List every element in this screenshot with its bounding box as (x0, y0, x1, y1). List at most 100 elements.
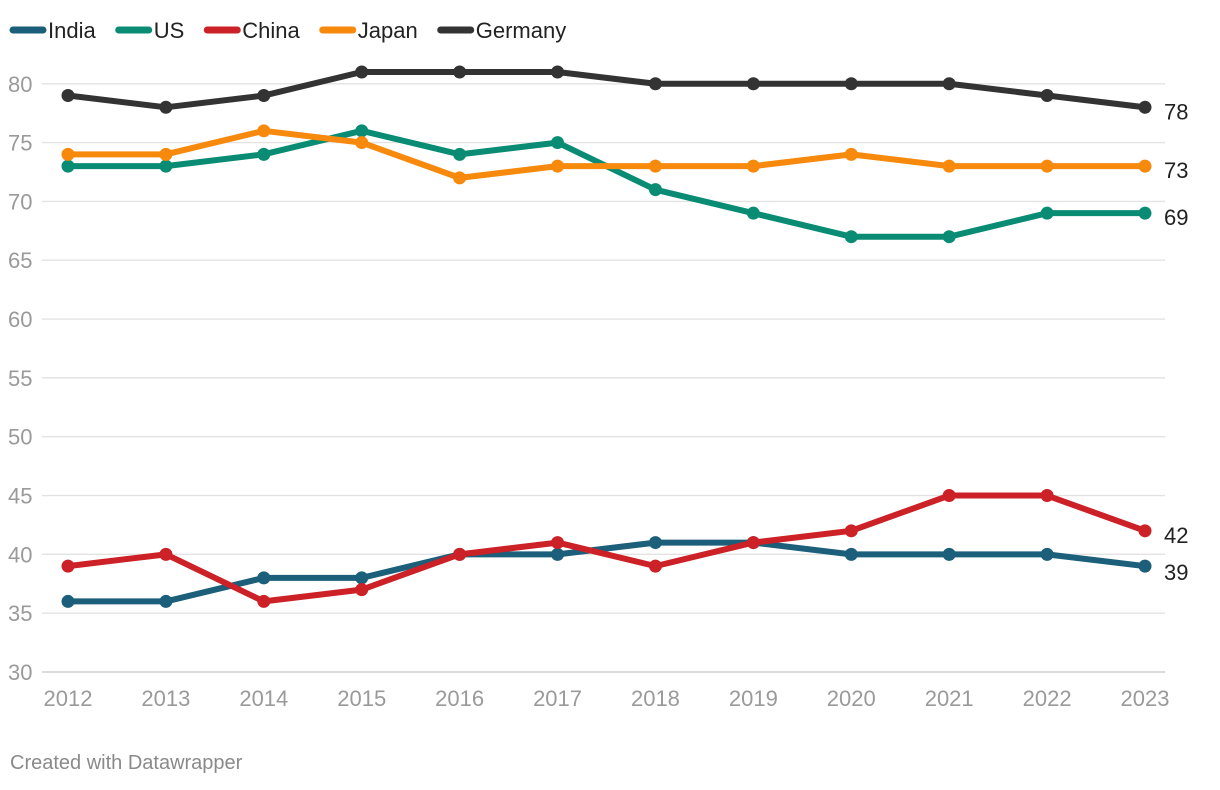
legend-label: China (242, 18, 300, 43)
x-tick-label: 2012 (44, 686, 93, 711)
x-tick-label: 2018 (631, 686, 680, 711)
data-point-japan-2016[interactable] (453, 171, 467, 185)
data-point-us-2022[interactable] (1040, 206, 1054, 220)
data-point-india-2023[interactable] (1138, 559, 1152, 573)
data-point-china-2012[interactable] (61, 559, 75, 573)
data-point-china-2023[interactable] (1138, 524, 1152, 538)
series-lines (61, 65, 1152, 608)
x-tick-label: 2017 (533, 686, 582, 711)
legend-item-us[interactable]: US (115, 18, 185, 43)
data-point-japan-2018[interactable] (648, 159, 662, 173)
series-germany[interactable] (61, 65, 1152, 114)
end-value-labels: 39 69 42 73 78 (1164, 99, 1188, 585)
x-tick-label: 2019 (729, 686, 778, 711)
data-point-china-2013[interactable] (159, 547, 173, 561)
data-point-japan-2012[interactable] (61, 147, 75, 161)
x-tick-label: 2016 (435, 686, 484, 711)
x-tick-label: 2015 (337, 686, 386, 711)
data-point-us-2018[interactable] (648, 183, 662, 197)
y-tick-label: 80 (8, 72, 32, 97)
data-point-germany-2013[interactable] (159, 100, 173, 114)
data-point-japan-2021[interactable] (942, 159, 956, 173)
data-point-india-2018[interactable] (648, 536, 662, 550)
x-tick-label: 2023 (1121, 686, 1170, 711)
y-tick-label: 30 (8, 660, 32, 685)
x-tick-label: 2014 (239, 686, 288, 711)
data-point-india-2022[interactable] (1040, 547, 1054, 561)
legend-label: Japan (358, 18, 418, 43)
legend-label: India (48, 18, 96, 43)
data-point-india-2021[interactable] (942, 547, 956, 561)
data-point-germany-2014[interactable] (257, 89, 271, 103)
legend-item-india[interactable]: India (9, 18, 96, 43)
end-label-japan: 73 (1164, 158, 1188, 183)
data-point-china-2022[interactable] (1040, 489, 1054, 503)
data-point-germany-2016[interactable] (453, 65, 467, 79)
data-point-germany-2023[interactable] (1138, 100, 1152, 114)
data-point-germany-2017[interactable] (551, 65, 565, 79)
data-point-us-2021[interactable] (942, 230, 956, 244)
series-line-india (65, 539, 1148, 605)
data-point-us-2013[interactable] (159, 159, 173, 173)
data-point-china-2020[interactable] (844, 524, 858, 538)
data-point-us-2014[interactable] (257, 147, 271, 161)
series-line-japan (65, 127, 1148, 181)
legend-item-japan[interactable]: Japan (319, 18, 418, 43)
data-point-us-2015[interactable] (355, 124, 369, 138)
y-tick-label: 45 (8, 484, 32, 509)
y-tick-label: 35 (8, 601, 32, 626)
data-point-japan-2015[interactable] (355, 136, 369, 150)
series-line-us (65, 127, 1148, 240)
data-point-germany-2012[interactable] (61, 89, 75, 103)
data-point-china-2015[interactable] (355, 583, 369, 597)
y-tick-label: 40 (8, 542, 32, 567)
data-point-germany-2021[interactable] (942, 77, 956, 91)
y-tick-label: 50 (8, 425, 32, 450)
data-point-japan-2014[interactable] (257, 124, 271, 138)
data-point-china-2017[interactable] (551, 536, 565, 550)
data-point-japan-2023[interactable] (1138, 159, 1152, 173)
data-point-germany-2020[interactable] (844, 77, 858, 91)
datawrapper-credit[interactable]: Created with Datawrapper (10, 752, 243, 774)
data-point-china-2019[interactable] (746, 536, 760, 550)
data-point-germany-2015[interactable] (355, 65, 369, 79)
data-point-japan-2020[interactable] (844, 147, 858, 161)
y-tick-label: 60 (8, 307, 32, 332)
y-tick-label: 55 (8, 366, 32, 391)
data-point-germany-2018[interactable] (648, 77, 662, 91)
x-tick-label: 2021 (925, 686, 974, 711)
data-point-india-2020[interactable] (844, 547, 858, 561)
series-japan[interactable] (61, 124, 1152, 185)
series-china[interactable] (61, 489, 1152, 608)
series-india[interactable] (61, 536, 1152, 608)
y-axis-tick-labels: 30 35 40 45 50 55 60 65 70 75 80 (8, 72, 32, 685)
legend-item-china[interactable]: China (203, 18, 301, 43)
data-point-us-2023[interactable] (1138, 206, 1152, 220)
end-label-us: 69 (1164, 205, 1188, 230)
end-label-germany: 78 (1164, 99, 1188, 124)
legend-item-germany[interactable]: Germany (437, 18, 566, 43)
y-tick-label: 75 (8, 131, 32, 156)
data-point-japan-2013[interactable] (159, 147, 173, 161)
data-point-us-2016[interactable] (453, 147, 467, 161)
data-point-us-2017[interactable] (551, 136, 565, 150)
data-point-india-2015[interactable] (355, 571, 369, 585)
data-point-china-2018[interactable] (648, 559, 662, 573)
data-point-japan-2019[interactable] (746, 159, 760, 173)
data-point-us-2019[interactable] (746, 206, 760, 220)
data-point-china-2021[interactable] (942, 489, 956, 503)
data-point-us-2012[interactable] (61, 159, 75, 173)
data-point-us-2020[interactable] (844, 230, 858, 244)
data-point-india-2013[interactable] (159, 594, 173, 608)
end-label-china: 42 (1164, 523, 1188, 548)
data-point-japan-2017[interactable] (551, 159, 565, 173)
data-point-china-2014[interactable] (257, 594, 271, 608)
data-point-japan-2022[interactable] (1040, 159, 1054, 173)
data-point-germany-2019[interactable] (746, 77, 760, 91)
data-point-germany-2022[interactable] (1040, 89, 1054, 103)
data-point-india-2017[interactable] (551, 547, 565, 561)
data-point-china-2016[interactable] (453, 547, 467, 561)
data-point-india-2012[interactable] (61, 594, 75, 608)
data-point-india-2014[interactable] (257, 571, 271, 585)
